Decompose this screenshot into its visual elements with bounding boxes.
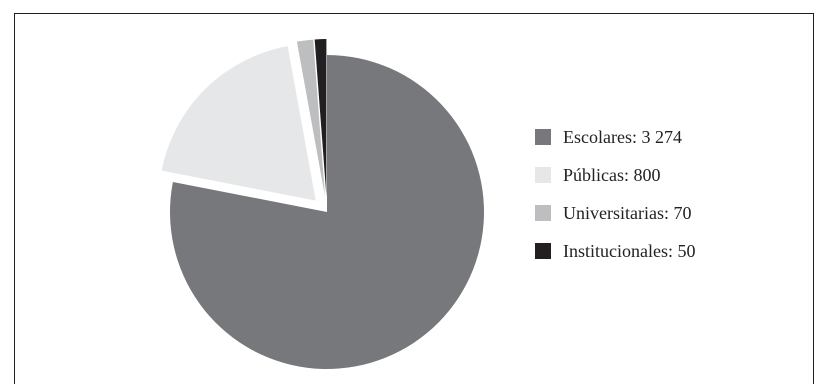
legend-item-institucionales: Institucionales: 50 xyxy=(535,232,695,270)
legend-swatch xyxy=(535,205,551,221)
pie-slice-3 xyxy=(296,39,325,197)
legend-item-universitarias: Universitarias: 70 xyxy=(535,194,695,232)
legend-item-escolares: Escolares: 3 274 xyxy=(535,118,695,156)
legend-label: Escolares: 3 274 xyxy=(563,126,682,147)
legend-label: Universitarias: 70 xyxy=(563,202,692,223)
legend-label: Institucionales: 50 xyxy=(563,240,696,261)
legend-swatch xyxy=(535,167,551,183)
legend-label: Públicas: 800 xyxy=(563,164,661,185)
legend-item-publicas: Públicas: 800 xyxy=(535,156,695,194)
pie-slice-2 xyxy=(161,46,316,201)
chart-legend: Escolares: 3 274 Públicas: 800 Universit… xyxy=(535,118,695,270)
pie-slice-1 xyxy=(170,55,485,370)
pie-slice-4 xyxy=(314,39,327,197)
legend-swatch xyxy=(535,129,551,145)
legend-swatch xyxy=(535,243,551,259)
